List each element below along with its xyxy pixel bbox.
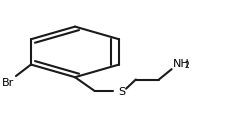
Text: 2: 2 bbox=[184, 60, 189, 69]
Text: S: S bbox=[118, 86, 125, 96]
Text: Br: Br bbox=[1, 78, 14, 87]
Text: NH: NH bbox=[173, 58, 189, 68]
